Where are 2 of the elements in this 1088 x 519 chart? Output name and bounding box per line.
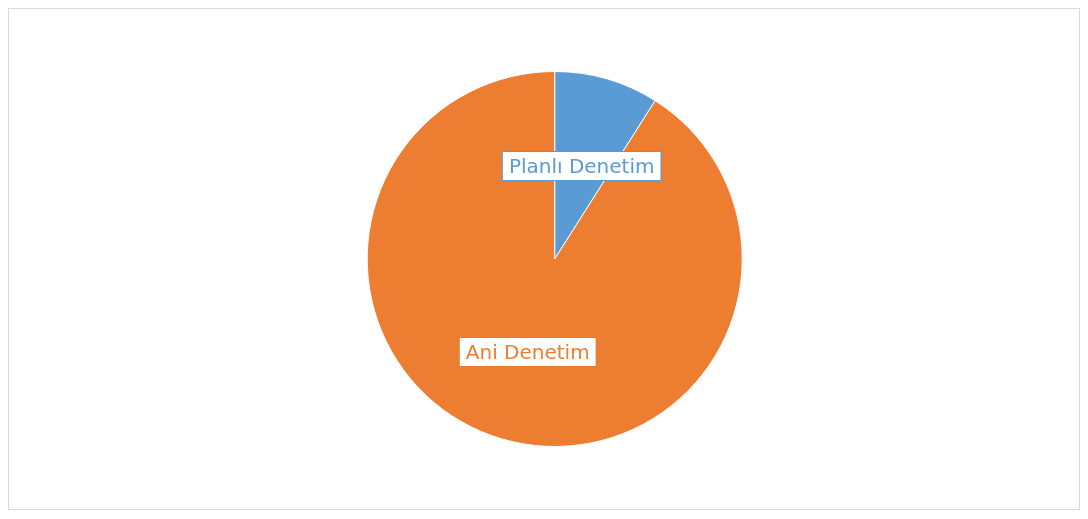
slice-label: Ani Denetim	[465, 339, 590, 364]
slice-label: Planlı Denetim	[508, 154, 655, 179]
